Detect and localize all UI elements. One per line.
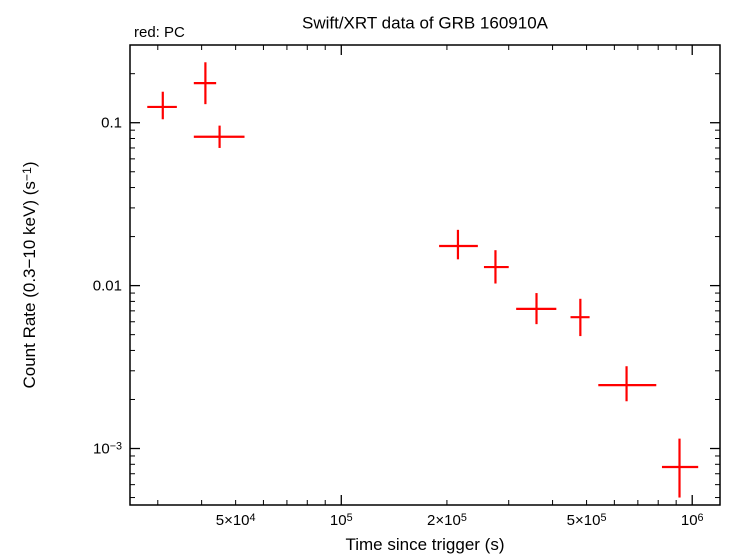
svg-text:0.01: 0.01 (93, 278, 122, 295)
y-axis-label: Count Rate (0.3−10 keV) (s−1) (20, 161, 39, 388)
legend-label: red: PC (134, 24, 185, 41)
grb-lightcurve-chart: 1051065×1042×1055×10510−30.010.1Time sin… (0, 0, 746, 558)
chart-title: Swift/XRT data of GRB 160910A (302, 13, 549, 32)
chart-container: 1051065×1042×1055×10510−30.010.1Time sin… (0, 0, 746, 558)
svg-text:0.1: 0.1 (101, 115, 122, 132)
svg-text:Time since trigger (s): Time since trigger (s) (345, 535, 504, 554)
